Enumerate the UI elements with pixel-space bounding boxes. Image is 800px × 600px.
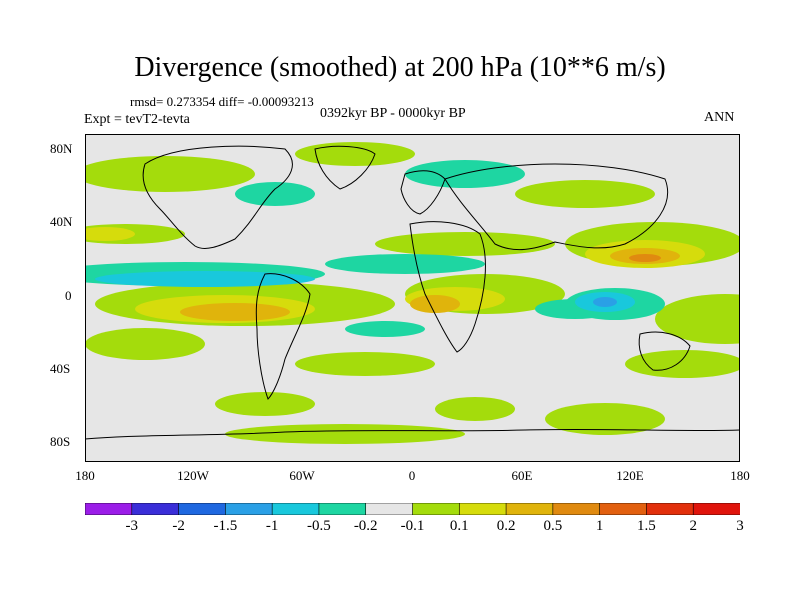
negative-region [405,160,525,188]
colorbar-swatch [552,503,601,515]
colorbar-swatch [225,503,273,515]
negative-region [95,271,315,287]
positive-region [295,352,435,376]
colorbar-swatch [599,503,648,515]
coast-europe [400,170,446,215]
positive-region [85,156,255,192]
negative-region [235,182,315,206]
positive-region [225,424,465,444]
negative-region [593,297,617,307]
lon-tick-60w: 60W [289,468,315,483]
lon-tick-180e: 180 [730,468,750,483]
positive-regions [85,142,740,444]
colorbar-swatch [271,503,320,515]
colorbar-swatch [505,503,554,515]
colorbar-swatch [692,503,740,515]
period-label: 0392kyr BP - 0000kyr BP [320,106,466,121]
positive-region [545,403,665,435]
colorbar-swatch [85,503,133,515]
experiment-label: Expt = tevT2-tevta [84,112,190,127]
colorbar-swatch [318,503,367,515]
negative-regions [85,160,665,337]
lon-tick-120e: 120E [616,468,644,483]
lat-tick-0: 0 [65,288,72,303]
positive-region [215,392,315,416]
colorbar-swatch [458,503,507,515]
positive-region [410,295,460,313]
positive-region [435,397,515,421]
lat-tick-80n: 80N [50,141,73,156]
colorbar-label: 0.2 [496,518,516,534]
colorbar-label: 2 [689,518,697,534]
colorbar-label: 1 [595,518,604,534]
divergence-map [85,134,740,462]
coastlines [85,145,740,440]
colorbar-label: 1.5 [637,518,656,534]
positive-region [85,328,205,360]
colorbar-label: 0.5 [543,518,563,534]
positive-region [85,227,135,241]
season-label: ANN [704,110,735,125]
colorbar-label: -2 [172,518,185,534]
lon-tick-0: 0 [408,468,416,483]
lon-tick-120w: 120W [177,468,209,483]
lat-tick-40s: 40S [50,361,71,376]
chart-title: Divergence (smoothed) at 200 hPa (10**6 … [134,52,666,83]
coast-greenland [314,145,376,190]
colorbar-label: -1.5 [213,518,238,534]
stats-text: rmsd= 0.273354 diff= -0.00093213 [130,94,314,109]
coast-south-america [255,273,311,400]
positive-region [625,350,740,378]
colorbar-swatch [412,503,461,515]
colorbar-label: 0.1 [449,518,469,534]
positive-region [375,232,555,256]
colorbar-label: -3 [125,518,139,534]
colorbar-label: -0.5 [307,518,331,534]
lat-tick-80s: 80S [50,434,71,449]
colorbar-swatch [131,503,180,515]
negative-region [345,321,425,337]
lon-tick-60e: 60E [511,468,533,483]
colorbar-swatch [178,503,227,515]
colorbar-label: -1 [265,518,279,534]
coast-australia [638,331,691,371]
colorbar-swatch [646,503,695,515]
colorbar-label: -0.2 [353,518,378,534]
negative-region [325,254,485,274]
positive-region [295,142,415,166]
colorbar-swatch [365,503,414,515]
coast-africa [409,221,486,353]
coast-north-america [142,145,293,249]
positive-region [655,294,740,344]
coast-antarctica [85,428,740,440]
positive-region [629,254,661,262]
coast-asia [444,163,669,251]
colorbar [85,503,740,515]
map-frame [85,134,740,462]
lon-tick-180w: 180 [75,468,95,483]
positive-region [515,180,655,208]
colorbar-label: 3 [736,518,744,534]
lat-tick-40n: 40N [50,214,73,229]
colorbar-label: -0.1 [400,518,425,534]
positive-region [180,303,290,321]
